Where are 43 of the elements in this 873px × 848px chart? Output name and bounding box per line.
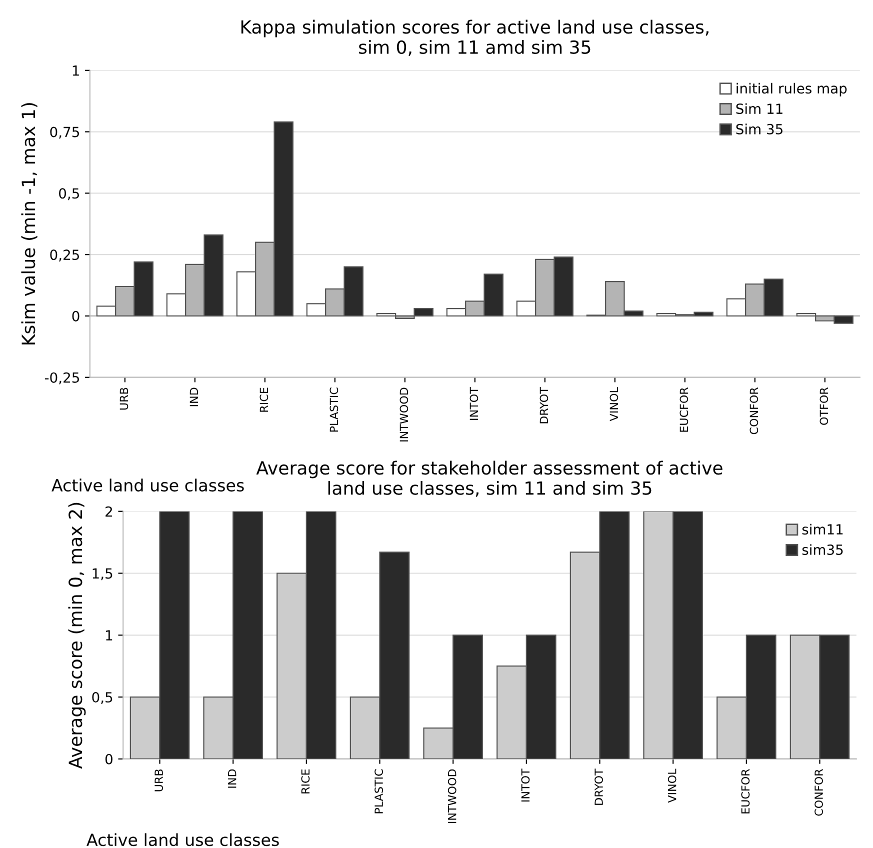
y-tick-label: 1 [106, 630, 112, 640]
legend-label: sim11 [802, 524, 843, 535]
x-tick-label: EUCFOR [680, 387, 688, 432]
x-tick-label: CONFOR [814, 769, 823, 816]
legend-label: Sim 35 [736, 124, 782, 134]
y-tick-label: 1 [72, 66, 79, 76]
chart-title: Kappa simulation scores for active land use classes, sim 0, sim 11 amd sim 35 [241, 20, 708, 56]
y-axis-title: Ksim value (min -1, max 1) [21, 103, 38, 344]
y-tick-label: 0,25 [50, 250, 79, 262]
x-tick-label: EUCFOR [741, 769, 750, 814]
y-tick-label: 2 [106, 506, 112, 517]
y-tick-label: 0,75 [50, 126, 79, 139]
x-tick-label: IND [228, 769, 236, 788]
chart-title: Average score for stakeholder assessment of active land use classes, sim 11 and sim 35 [256, 460, 722, 497]
y-tick-label: 0,5 [59, 188, 79, 200]
x-tick-label: PLASTIC [374, 769, 383, 814]
x-tick-label: DRYOT [594, 768, 603, 805]
x-tick-label: INTOT [470, 387, 478, 420]
legend-label: initial rules map [736, 82, 847, 96]
legend-label: sim35 [802, 544, 843, 555]
x-tick-label: RICE [260, 388, 268, 412]
x-axis-title: Active land use classes [52, 478, 244, 492]
y-tick-label: 0 [72, 310, 80, 322]
x-tick-label: URB [154, 769, 163, 792]
y-tick-label: 0 [105, 754, 112, 764]
legend-label: Sim 11 [736, 103, 782, 114]
x-tick-label: OTFOR [820, 387, 828, 425]
x-tick-label: DRYOT [540, 387, 548, 424]
y-tick-label: 0,5 [92, 692, 112, 704]
x-tick-label: VINOL [668, 768, 676, 803]
x-tick-label: RICE [301, 769, 310, 794]
x-axis-title: Active land use classes [86, 833, 279, 846]
x-tick-label: INTOT [521, 768, 530, 802]
x-tick-label: CONFOR [750, 387, 758, 434]
y-axis-title: Average score (min 0, max 2) [68, 502, 86, 769]
y-tick-label: -0,25 [44, 372, 79, 384]
x-tick-label: INTWOOD [448, 769, 456, 824]
x-tick-label: VINOL [610, 387, 618, 422]
x-tick-label: PLASTIC [330, 388, 338, 432]
x-tick-label: IND [190, 388, 198, 406]
x-tick-label: INTWOOD [400, 388, 408, 442]
x-tick-label: URB [120, 388, 128, 410]
y-tick-label: 1,5 [92, 568, 112, 580]
